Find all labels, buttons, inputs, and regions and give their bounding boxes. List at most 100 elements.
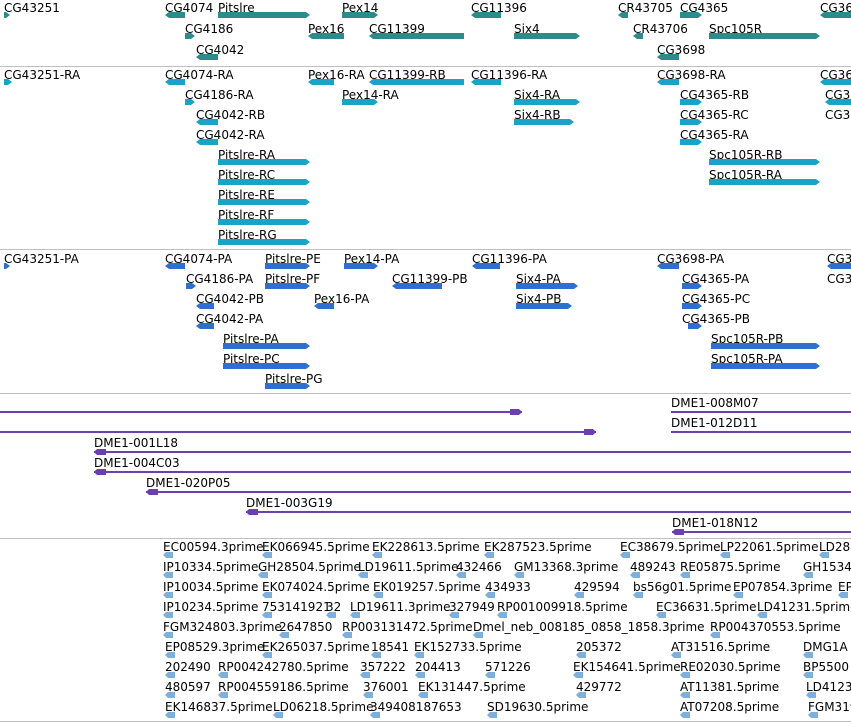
est-feature[interactable] [757,611,767,619]
protein-label[interactable]: Pitslre-PE [265,252,321,266]
transcript-feature[interactable] [196,138,218,146]
protein-feature[interactable] [711,342,820,350]
est-label[interactable]: EP08529.3prime [165,640,265,654]
transcript-feature[interactable] [369,78,464,86]
est-feature[interactable] [371,651,381,659]
gene-feature[interactable] [657,53,679,61]
est-label[interactable]: LD41231.5prime [757,600,851,614]
est-label[interactable]: 753141921 [262,600,331,614]
transcript-feature[interactable] [820,78,851,86]
gene-feature[interactable] [369,32,464,40]
est-feature[interactable] [485,591,495,599]
protein-feature[interactable] [827,262,851,270]
clone-feature[interactable] [146,488,851,496]
transcript-feature[interactable] [165,78,185,86]
est-feature[interactable] [363,691,373,699]
gene-label[interactable]: CG4074 [165,1,214,15]
est-feature[interactable] [733,591,743,599]
est-label[interactable]: FGM319 [808,700,851,714]
protein-label[interactable]: CG43251-PA [4,252,79,266]
transcript-feature[interactable] [218,238,310,246]
est-feature[interactable] [803,671,813,679]
transcript-label[interactable]: Pitslre-RF [218,208,275,222]
gene-label[interactable]: Spc105R [709,22,763,36]
gene-label[interactable]: Six4 [514,22,540,36]
est-label[interactable]: EK019257.5prime [373,580,481,594]
est-feature[interactable] [373,591,383,599]
protein-label[interactable]: CG4186-PA [186,272,254,286]
est-feature[interactable] [370,711,380,719]
protein-feature[interactable] [682,282,702,290]
est-feature[interactable] [449,611,459,619]
est-feature[interactable] [487,711,497,719]
transcript-feature[interactable] [218,198,310,206]
transcript-feature[interactable] [709,158,820,166]
gene-feature[interactable] [165,11,185,19]
est-label[interactable]: GH1534 [803,560,851,574]
est-feature[interactable] [418,691,428,699]
protein-label[interactable]: CG11396-PA [472,252,547,266]
gene-feature[interactable] [514,32,580,40]
protein-feature[interactable] [265,382,310,390]
est-label[interactable]: SD19630.5prime [487,700,589,714]
est-feature[interactable] [573,671,583,679]
gene-feature[interactable] [709,32,820,40]
est-feature[interactable] [372,551,382,559]
gene-label[interactable]: CG11396 [471,1,527,15]
clone-feature[interactable] [94,468,851,476]
transcript-label[interactable]: CG4042-RA [196,128,265,142]
transcript-label[interactable]: CG4042-RB [196,108,266,122]
est-feature[interactable] [671,651,681,659]
est-feature[interactable] [808,711,818,719]
transcript-feature[interactable] [308,78,334,86]
est-feature[interactable] [720,551,730,559]
est-label[interactable]: EK074024.5prime [262,580,370,594]
est-feature[interactable] [838,591,848,599]
est-label[interactable]: GH28504.5prime [258,560,361,574]
transcript-label[interactable]: CG4074-RA [165,68,234,82]
clone-feature[interactable] [0,408,522,416]
est-label[interactable]: DMG1A [803,640,848,654]
est-feature[interactable] [656,611,666,619]
gene-feature[interactable] [820,11,851,19]
est-label[interactable]: 202490 [165,660,211,674]
est-feature[interactable] [360,671,370,679]
protein-feature[interactable] [4,262,10,270]
est-label[interactable]: AT11381.5prime [680,680,780,694]
est-label[interactable]: IP10334.5prime [163,560,259,574]
est-label[interactable]: EC38679.5prime [620,540,721,554]
transcript-label[interactable]: Pitslre-RA [218,148,276,162]
protein-label[interactable]: Pitslre-PA [223,332,279,346]
protein-label[interactable]: Six4-PB [516,292,562,306]
clone-feature[interactable] [672,528,851,536]
est-label[interactable]: 429772 [576,680,622,694]
est-feature[interactable] [633,591,643,599]
est-feature[interactable] [574,591,584,599]
protein-label[interactable]: Pitslre-PF [265,272,321,286]
transcript-feature[interactable] [680,98,702,106]
transcript-label[interactable]: Pitslre-RE [218,188,275,202]
est-label[interactable]: BP5500 [803,660,850,674]
est-feature[interactable] [165,671,175,679]
est-label[interactable]: EK265037.5prime [262,640,370,654]
est-feature[interactable] [163,631,173,639]
gene-label[interactable]: CG4365 [680,1,729,15]
transcript-feature[interactable] [514,118,574,126]
est-label[interactable]: RP004242780.5prime [218,660,349,674]
est-label[interactable]: LP22061.5prime [720,540,819,554]
est-label[interactable]: 327949 [449,600,495,614]
est-feature[interactable] [497,611,507,619]
est-label[interactable]: EK131447.5prime [418,680,526,694]
est-feature[interactable] [680,671,690,679]
est-feature[interactable] [680,571,690,579]
protein-label[interactable]: CG3698-PA [657,252,725,266]
protein-label[interactable]: Pex14-PA [344,252,400,266]
est-feature[interactable] [342,631,352,639]
transcript-label[interactable]: CG11399-RB [369,68,446,82]
protein-feature[interactable] [196,322,214,330]
clone-label[interactable]: DME1-001L18 [94,436,178,450]
gene-feature[interactable] [196,53,218,61]
gene-feature[interactable] [680,11,702,19]
gene-feature[interactable] [4,11,10,19]
transcript-feature[interactable] [218,178,310,186]
